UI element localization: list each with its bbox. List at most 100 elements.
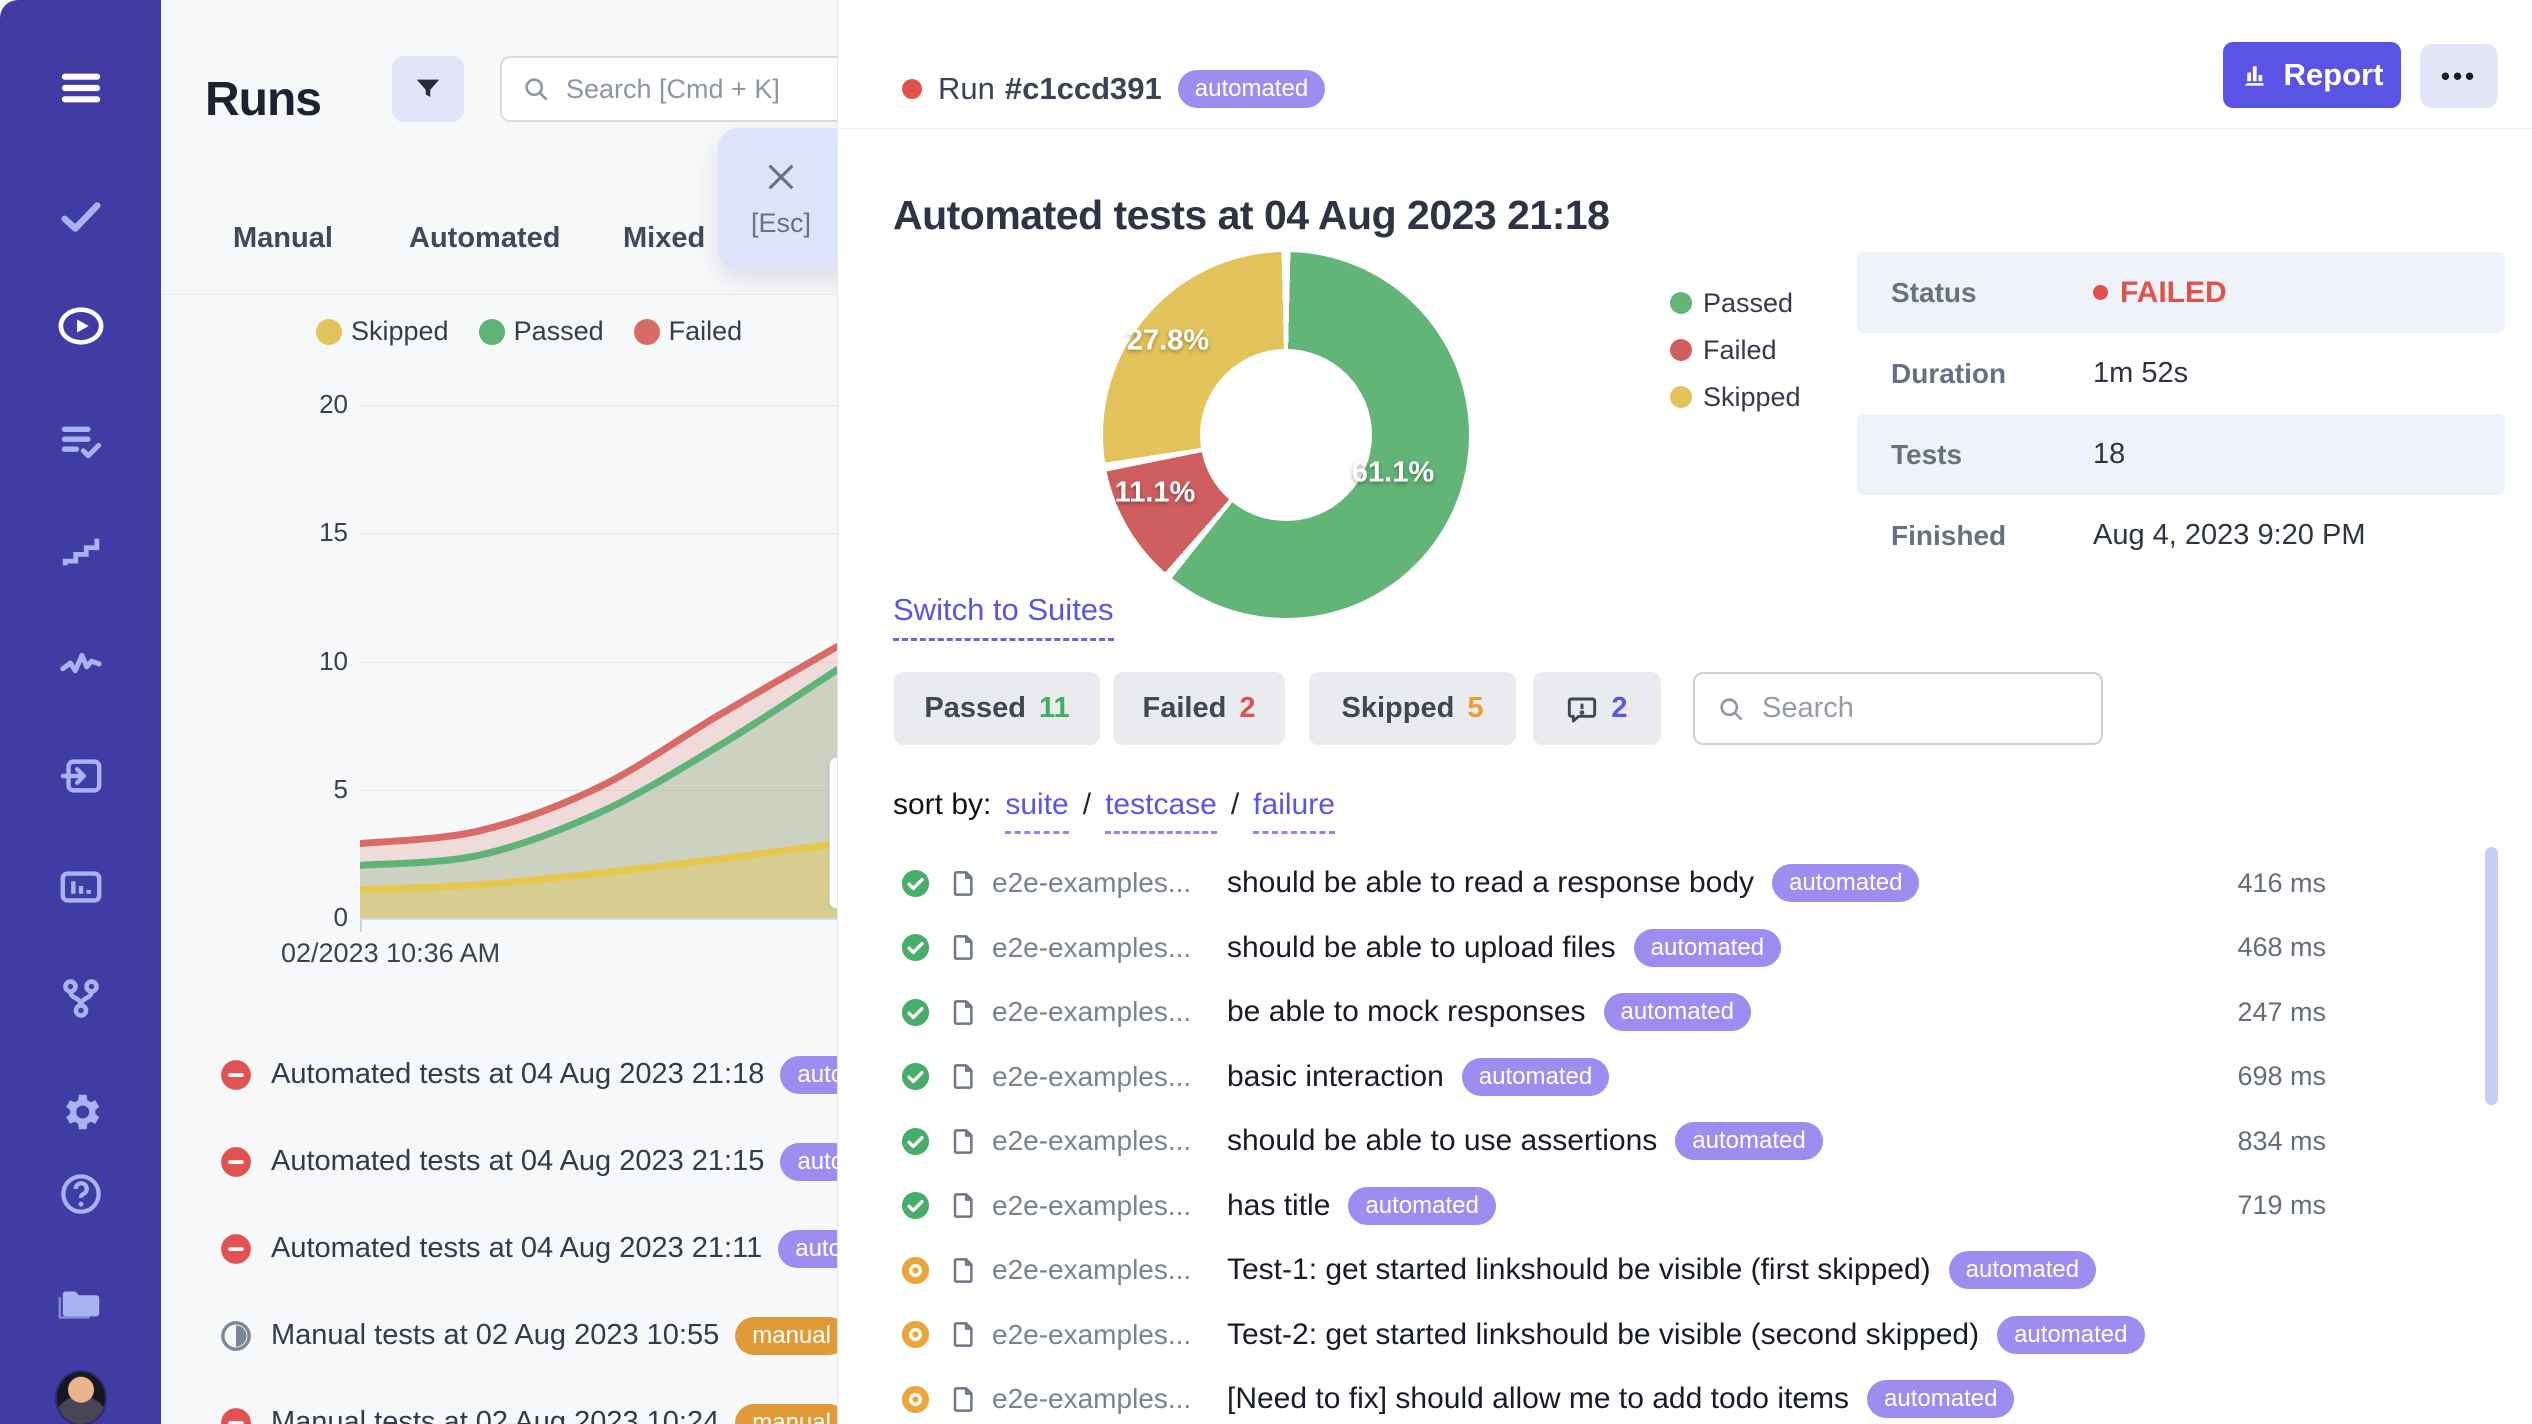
test-status-passed-icon — [901, 1127, 930, 1155]
sort-by-failure[interactable]: failure — [1253, 788, 1335, 834]
run-list-item[interactable]: Automated tests at 04 Aug 2023 21:18 auto… — [161, 1031, 838, 1118]
runs-search[interactable] — [500, 56, 838, 122]
sort-by-testcase[interactable]: testcase — [1105, 788, 1217, 834]
sidebar-item-menu-icon[interactable] — [55, 62, 107, 114]
comments-filter-button[interactable]: 2 — [1533, 672, 1661, 745]
sidebar-item-avatar[interactable] — [54, 1370, 107, 1424]
sidebar-item-gear-icon[interactable] — [55, 1086, 107, 1138]
test-list-item[interactable]: e2e-examples... basic interaction automate… — [838, 1045, 2532, 1110]
test-title: should be able to use assertions — [1227, 1124, 1658, 1158]
donut-legend-dot — [1670, 386, 1692, 408]
sidebar-item-import-icon[interactable] — [55, 750, 107, 802]
tab-mixed[interactable]: Mixed — [623, 222, 706, 254]
sidebar-item-folder-icon[interactable] — [55, 1276, 107, 1328]
sidebar-item-bar-chart-icon[interactable] — [55, 861, 107, 913]
sidebar-item-git-branch-icon[interactable] — [55, 972, 107, 1024]
sidebar-item-steps-icon[interactable] — [55, 526, 107, 578]
run-list-item-badge: automated — [780, 1055, 838, 1094]
filter-button-count: 11 — [1038, 692, 1070, 724]
filter-button[interactable] — [392, 56, 464, 122]
close-overlay-button[interactable]: [Esc] — [718, 128, 838, 270]
tab-manual[interactable]: Manual — [233, 222, 333, 254]
legend-label: Passed — [513, 316, 604, 346]
test-badge: automated — [1633, 928, 1782, 967]
tests-list-scrollbar[interactable] — [2485, 847, 2498, 1105]
test-list-item[interactable]: e2e-examples... Test-2: get started links… — [838, 1303, 2532, 1368]
sidebar — [0, 0, 161, 1424]
file-icon — [953, 870, 973, 896]
legend-item-skipped: Skipped — [316, 316, 449, 347]
sidebar-item-play-circle-icon[interactable] — [55, 300, 107, 352]
summary-label: Tests — [1891, 438, 1963, 470]
sidebar-item-check-icon[interactable] — [55, 190, 107, 242]
sidebar-item-help-icon[interactable] — [55, 1168, 107, 1220]
test-badge: automated — [1997, 1315, 2145, 1354]
search-icon — [1720, 697, 1743, 720]
report-button[interactable]: Report — [2223, 42, 2401, 108]
tests-search-input[interactable] — [1760, 691, 2079, 726]
donut-legend: Passed Failed Skipped — [1670, 288, 1801, 412]
run-list-item-title: Manual tests at 02 Aug 2023 10:24 — [271, 1406, 720, 1424]
sort-by-suite[interactable]: suite — [1005, 788, 1069, 834]
test-file-name: e2e-examples... — [992, 1383, 1192, 1415]
test-title: Test-2: get started linkshould be visibl… — [1227, 1317, 1980, 1351]
legend-label: Failed — [668, 316, 743, 346]
y-axis-tick-label: 5 — [333, 773, 348, 804]
test-duration: 416 ms — [2237, 867, 2326, 898]
test-duration: 698 ms — [2237, 1061, 2326, 1092]
x-axis-tick — [360, 918, 362, 932]
file-icon — [953, 1386, 973, 1412]
legend-label: Skipped — [351, 316, 449, 346]
run-list-item-title: Automated tests at 04 Aug 2023 21:18 — [271, 1058, 765, 1090]
y-axis-tick-label: 10 — [319, 645, 348, 676]
test-status-passed-icon — [901, 869, 930, 897]
run-list-item[interactable]: Automated tests at 04 Aug 2023 21:15 auto… — [161, 1118, 838, 1205]
test-status-passed-icon — [901, 934, 930, 962]
filter-failed-button[interactable]: Failed 2 — [1113, 672, 1285, 745]
test-title: be able to mock responses — [1227, 995, 1586, 1029]
test-status-skipped-icon — [901, 1385, 930, 1413]
area-series-failed — [360, 646, 838, 918]
legend-item-passed: Passed — [478, 316, 604, 347]
test-list-item[interactable]: e2e-examples... should be able to use ass… — [838, 1109, 2532, 1174]
sort-separator: / — [1230, 788, 1240, 821]
test-list-item[interactable]: e2e-examples... should be able to read a … — [838, 851, 2532, 916]
test-list-item[interactable]: e2e-examples... be able to mock responses… — [838, 980, 2532, 1045]
test-file-name: e2e-examples... — [992, 931, 1192, 963]
run-list-item-title: Automated tests at 04 Aug 2023 21:11 — [271, 1232, 763, 1264]
more-actions-button[interactable]: ••• — [2420, 44, 2498, 108]
run-list-item[interactable]: Manual tests at 02 Aug 2023 10:24 manual — [161, 1379, 838, 1424]
filter-passed-button[interactable]: Passed 11 — [894, 672, 1100, 745]
close-icon — [764, 160, 798, 194]
search-icon — [525, 78, 548, 101]
filter-button-count: 5 — [1467, 692, 1484, 724]
runs-search-input[interactable] — [564, 72, 838, 106]
grid-line — [360, 533, 838, 535]
donut-legend-label: Skipped — [1703, 381, 1801, 412]
sidebar-item-activity-icon[interactable] — [55, 638, 107, 690]
switch-to-suites-link[interactable]: Switch to Suites — [893, 592, 1114, 641]
tests-search[interactable] — [1693, 672, 2103, 745]
y-axis-tick-label: 15 — [319, 517, 348, 548]
runs-panel-title: Runs — [205, 73, 322, 127]
grid-line — [360, 405, 838, 406]
test-list-item[interactable]: e2e-examples... has title automated 719 ms — [838, 1174, 2532, 1239]
sidebar-item-list-check-icon[interactable] — [55, 414, 107, 466]
list-check-icon — [61, 426, 101, 459]
test-badge: automated — [1603, 993, 1751, 1032]
test-list-item[interactable]: e2e-examples... [Need to fix] should allo… — [838, 1367, 2532, 1424]
test-list-item[interactable]: e2e-examples... Test-1: get started links… — [838, 1238, 2532, 1303]
run-list-item[interactable]: Automated tests at 04 Aug 2023 21:11 auto… — [161, 1205, 838, 1292]
activity-icon — [59, 652, 102, 674]
run-list-item[interactable]: Manual tests at 02 Aug 2023 10:55 manual — [161, 1292, 838, 1379]
tests-list: e2e-examples... should be able to read a … — [838, 851, 2532, 1424]
summary-value: 1m 52s — [2093, 357, 2189, 389]
test-duration: 468 ms — [2237, 932, 2326, 963]
summary-status-text: FAILED — [2120, 275, 2227, 309]
tab-automated[interactable]: Automated — [409, 222, 561, 254]
test-title: Test-1: get started linkshould be visibl… — [1227, 1253, 1931, 1287]
donut-legend-dot — [1670, 339, 1692, 361]
filter-skipped-button[interactable]: Skipped 5 — [1309, 672, 1516, 745]
test-list-item[interactable]: e2e-examples... should be able to upload … — [838, 916, 2532, 981]
